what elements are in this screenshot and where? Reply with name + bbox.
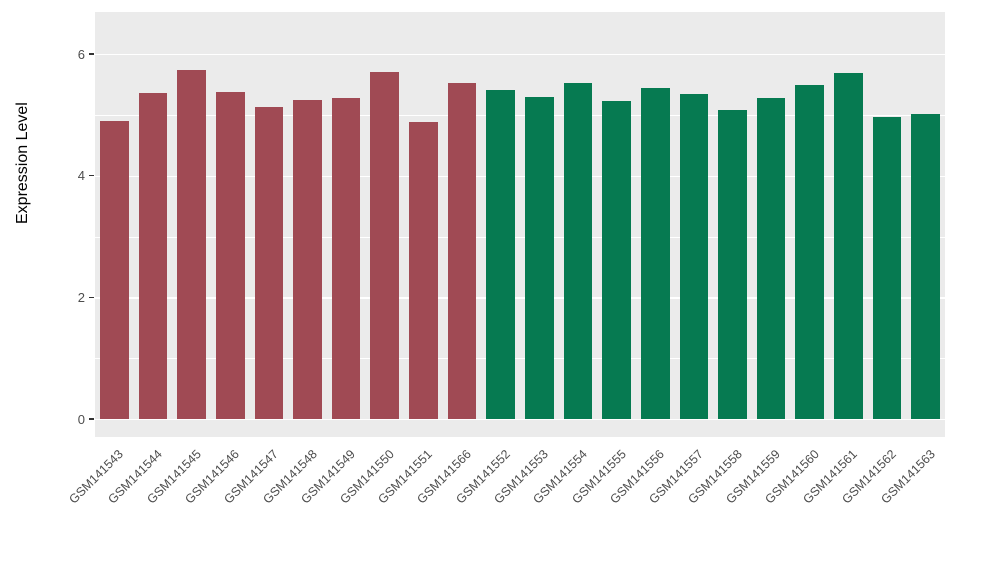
y-tick-label-0: 0 [77, 411, 85, 427]
bar-GSM141546 [215, 91, 245, 419]
bar-GSM141549 [331, 98, 361, 419]
y-tick-label-6: 6 [77, 46, 85, 62]
bar-GSM141553 [525, 96, 554, 419]
bar-GSM141554 [563, 83, 593, 419]
gridline-major [95, 297, 945, 299]
y-tick-label-2: 2 [77, 289, 85, 305]
bar-GSM141550 [370, 72, 400, 419]
bar-GSM141562 [872, 116, 902, 419]
bar-GSM141544 [138, 92, 168, 419]
bar-GSM141545 [177, 70, 206, 419]
bar-GSM141548 [293, 99, 322, 419]
bar-GSM141557 [679, 93, 709, 419]
bar-GSM141563 [911, 113, 940, 419]
bar-GSM141556 [640, 88, 670, 419]
bar-GSM141552 [486, 89, 515, 419]
bar-GSM141551 [409, 121, 438, 419]
bar-GSM141547 [254, 106, 284, 419]
gridline-major [95, 54, 945, 56]
gridline-major [95, 419, 945, 421]
y-tick-label-4: 4 [77, 168, 85, 184]
plot-panel [95, 12, 945, 437]
gridline-minor [95, 358, 945, 359]
bar-GSM141560 [795, 85, 825, 419]
gridline-minor [95, 236, 945, 238]
bar-GSM141559 [756, 97, 786, 419]
gridline-minor [95, 114, 945, 116]
bar-GSM141543 [100, 120, 129, 419]
bar-GSM141555 [602, 101, 631, 419]
bar-GSM141558 [718, 109, 747, 419]
bar-GSM141561 [834, 73, 863, 419]
gridline-major [95, 175, 945, 178]
y-tick-mark [89, 174, 94, 177]
bar-GSM141566 [447, 83, 477, 419]
y-tick-mark [89, 418, 94, 420]
y-tick-mark [89, 53, 94, 55]
y-tick-mark [89, 296, 94, 299]
